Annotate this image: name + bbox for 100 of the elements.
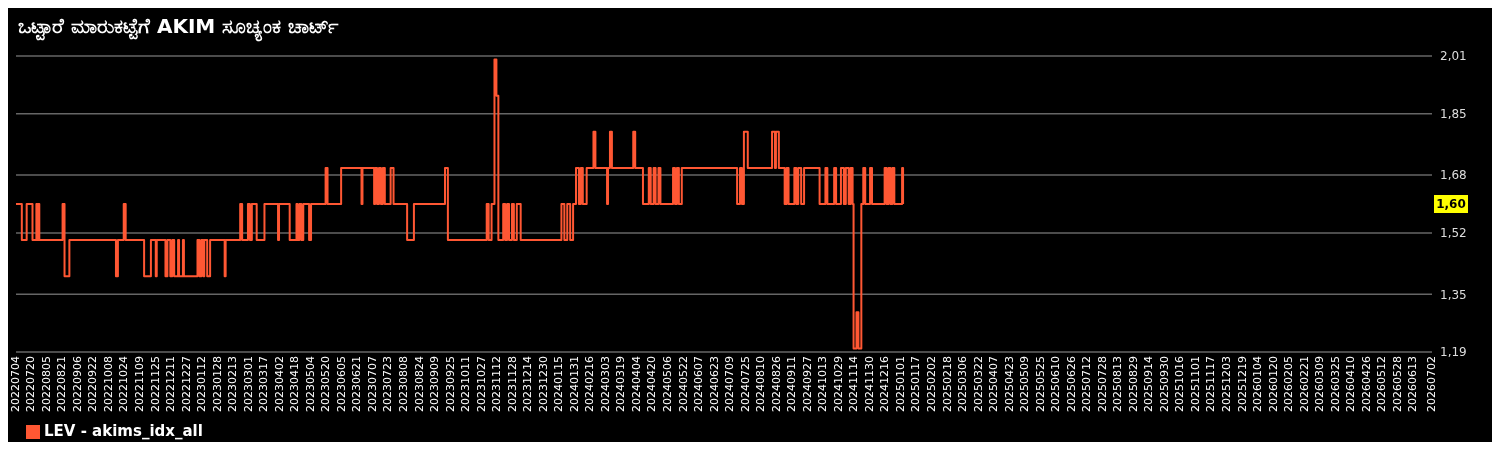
x-tick-label: 20241029 xyxy=(831,356,845,412)
x-tick-label: 20230504 xyxy=(303,356,317,412)
x-tick-label: 20241114 xyxy=(847,356,861,412)
x-tick-label: 20240404 xyxy=(629,356,643,412)
x-tick-label: 20240216 xyxy=(583,356,597,412)
x-tick-label: 20220704 xyxy=(8,356,22,412)
x-tick-label: 20250101 xyxy=(893,356,907,412)
x-tick-label: 20240709 xyxy=(723,356,737,412)
y-tick-label: 1,52 xyxy=(1440,226,1467,241)
x-tick-label: 20230112 xyxy=(195,356,209,412)
x-tick-label: 20230925 xyxy=(443,356,457,412)
x-tick-label: 20230808 xyxy=(397,356,411,412)
x-tick-label: 20260410 xyxy=(1344,356,1358,412)
x-tick-label: 20250306 xyxy=(956,356,970,412)
x-tick-label: 20230909 xyxy=(428,356,442,412)
x-tick-label: 20231027 xyxy=(474,356,488,412)
x-tick-label: 20250202 xyxy=(924,356,938,412)
x-tick-label: 20260512 xyxy=(1375,356,1389,412)
x-tick-label: 20251117 xyxy=(1204,356,1218,412)
x-tick-label: 20251016 xyxy=(1173,356,1187,412)
x-tick-label: 20231214 xyxy=(521,356,535,412)
x-tick-label: 20241130 xyxy=(862,356,876,412)
x-tick-label: 20260221 xyxy=(1297,356,1311,412)
x-tick-label: 20250423 xyxy=(1002,356,1016,412)
x-tick-label: 20251203 xyxy=(1220,356,1234,412)
x-tick-label: 20221211 xyxy=(164,356,178,412)
x-tick-label: 20251101 xyxy=(1188,356,1202,412)
x-tick-label: 20260120 xyxy=(1266,356,1280,412)
x-tick-label: 20250117 xyxy=(909,356,923,412)
x-tick-label: 20250930 xyxy=(1157,356,1171,412)
x-tick-label: 20260104 xyxy=(1251,356,1265,412)
y-tick-label: 1,85 xyxy=(1440,107,1467,122)
x-tick-label: 20230402 xyxy=(272,356,286,412)
x-tick-label: 20250728 xyxy=(1095,356,1109,412)
x-tick-label: 20220821 xyxy=(55,356,69,412)
x-tick-label: 20240725 xyxy=(738,356,752,412)
x-tick-label: 20221227 xyxy=(179,356,193,412)
x-tick-label: 20240927 xyxy=(800,356,814,412)
x-tick-label: 20230723 xyxy=(381,356,395,412)
x-tick-label: 20220906 xyxy=(70,356,84,412)
x-tick-label: 20231112 xyxy=(490,356,504,412)
x-tick-label: 20240115 xyxy=(552,356,566,412)
x-tick-label: 20240319 xyxy=(614,356,628,412)
x-tick-label: 20221008 xyxy=(101,356,115,412)
x-tick-label: 20250525 xyxy=(1033,356,1047,412)
x-tick-label: 20240506 xyxy=(661,356,674,412)
x-tick-label: 20240131 xyxy=(567,356,581,412)
y-tick-label: 2,01 xyxy=(1440,49,1467,64)
x-tick-label: 20230418 xyxy=(288,356,302,412)
x-tick-label: 20230213 xyxy=(226,356,240,412)
x-tick-label: 20250610 xyxy=(1049,356,1063,412)
x-tick-label: 20230824 xyxy=(412,356,426,412)
x-tick-label: 20230605 xyxy=(334,356,348,412)
x-tick-label: 20230128 xyxy=(210,356,224,412)
x-tick-label: 20250712 xyxy=(1080,356,1094,412)
x-tick-label: 20260528 xyxy=(1390,356,1404,412)
x-tick-label: 20240810 xyxy=(754,356,768,412)
x-tick-label: 20250509 xyxy=(1018,356,1032,412)
x-tick-label: 20241013 xyxy=(816,356,830,412)
x-tick-label: 20240522 xyxy=(676,356,690,412)
x-tick-label: 20231011 xyxy=(459,356,473,412)
x-tick-label: 20260702 xyxy=(1424,356,1438,412)
x-tick-label: 20230707 xyxy=(365,356,379,412)
x-tick-label: 20221109 xyxy=(133,356,147,412)
x-tick-label: 20250914 xyxy=(1142,356,1156,412)
x-tick-label: 20260309 xyxy=(1313,356,1327,412)
x-tick-label: 20240826 xyxy=(769,356,783,412)
y-tick-label: 1,68 xyxy=(1440,168,1467,183)
x-tick-label: 20250813 xyxy=(1111,356,1125,412)
x-tick-label: 20250322 xyxy=(971,356,985,412)
x-tick-label: 20231230 xyxy=(536,356,550,412)
x-tick-label: 20220922 xyxy=(86,356,100,412)
x-tick-label: 20230520 xyxy=(319,356,333,412)
x-tick-label: 20240911 xyxy=(785,356,799,412)
x-tick-label: 20241216 xyxy=(878,356,892,412)
x-tick-label: 20250218 xyxy=(940,356,954,412)
x-tick-label: 20230301 xyxy=(241,356,255,412)
x-tick-label: 20221024 xyxy=(117,356,131,412)
y-tick-label: 1,19 xyxy=(1440,345,1467,360)
x-tick-label: 20250626 xyxy=(1064,356,1078,412)
x-tick-label: 20240623 xyxy=(707,356,721,412)
x-tick-label: 20240303 xyxy=(598,356,612,412)
annotation: 1,60 xyxy=(1436,197,1466,211)
x-tick-label: 20251219 xyxy=(1235,356,1249,412)
x-tick-label: 20260325 xyxy=(1328,356,1342,412)
x-tick-label: 20260426 xyxy=(1359,356,1373,412)
legend-label: LEV - akims_idx_all xyxy=(44,422,203,440)
x-tick-label: 20260613 xyxy=(1406,356,1420,412)
x-tick-label: 20231128 xyxy=(505,356,519,412)
x-tick-label: 20230621 xyxy=(350,356,364,412)
x-tick-label: 20240607 xyxy=(692,356,706,412)
x-tick-label: 20230317 xyxy=(257,356,271,412)
x-tick-label: 20250407 xyxy=(987,356,1001,412)
x-tick-label: 20260205 xyxy=(1282,356,1296,412)
x-tick-label: 20221125 xyxy=(148,356,162,412)
y-tick-label: 1,35 xyxy=(1440,287,1467,302)
chart-title: ಒಟ್ಟಾರೆ ಮಾರುಕಟ್ಟೆಗೆ AKIM ಸೂಚ್ಯಂಕ ಚಾರ್ಟ್ xyxy=(17,13,340,44)
x-tick-label: 20240420 xyxy=(645,356,659,412)
x-tick-label: 20220720 xyxy=(24,356,38,412)
x-tick-label: 20220805 xyxy=(39,356,53,412)
